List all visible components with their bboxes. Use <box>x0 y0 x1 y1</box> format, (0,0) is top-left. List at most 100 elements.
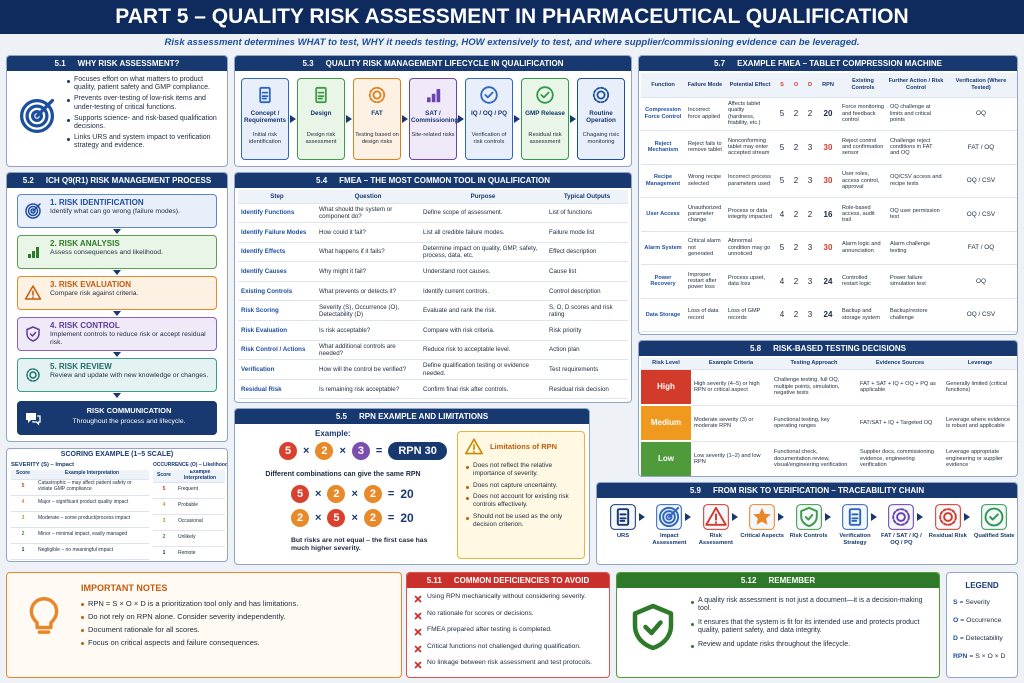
bullet-text: Do not rely on RPN alone. Consider sever… <box>88 612 286 621</box>
table-row: Power Recovery Improper restart after pow… <box>641 264 1017 299</box>
table-cell: Risk priority <box>546 320 628 341</box>
stage-label: IQ / OQ / PQ <box>470 110 508 117</box>
table-cell: Action plan <box>546 340 628 361</box>
table-cell: FAT / OQ <box>945 130 1017 165</box>
table-cell: 5 <box>153 482 175 499</box>
arrow <box>570 115 576 123</box>
table-cell: Affects tablet quality (hardness, friabi… <box>725 97 775 131</box>
table-cell: Cause list <box>546 261 628 282</box>
operator: = <box>375 445 383 457</box>
table-cell: 1 <box>153 546 175 561</box>
bullet-dot <box>691 622 694 626</box>
icon <box>610 504 636 530</box>
icon-part <box>619 513 627 522</box>
bullet-text: Focus on critical aspects and failure co… <box>88 638 260 647</box>
bullet-dot <box>81 629 84 632</box>
icon <box>25 203 41 219</box>
panel: SCORING EXAMPLE (1–5 SCALE) SEVERITY (S) … <box>6 448 228 562</box>
table-cell: Loss of GMP records <box>725 298 775 332</box>
bullet-item: Do not rely on RPN alone. Consider sever… <box>81 612 393 621</box>
table-cell: OQ / CSV <box>945 164 1017 198</box>
table-cell: What additional controls are needed? <box>316 340 420 361</box>
icon <box>26 413 41 426</box>
icon-part <box>26 413 36 423</box>
icon-part <box>315 86 327 104</box>
chain-step-label: Verification Strategy <box>839 533 871 546</box>
icon <box>632 603 674 651</box>
table-cell: 4 <box>775 298 789 332</box>
panel-header: 5.2 ICH Q9(R1) RISK MANAGEMENT PROCESS <box>7 173 227 188</box>
table-cell: Failure mode list <box>546 222 628 243</box>
icon-part <box>29 371 37 379</box>
arrow <box>346 115 352 123</box>
combos-label: Different combinations can give the same… <box>265 471 421 478</box>
bullet-text: Review and update risks throughout the l… <box>698 640 851 648</box>
bullet-dot <box>81 642 84 645</box>
column-header: Question <box>316 190 420 204</box>
bullet-text: Document rationale for all scores. <box>88 625 200 634</box>
column-header: Evidence Sources <box>857 358 943 370</box>
bullet-text: Prevents over-testing of low-risk items … <box>74 95 206 111</box>
table-cell: Unauthorized parameter change <box>685 197 725 232</box>
stage-text: Initial risk identification <box>248 132 282 145</box>
column-header: Score <box>11 470 35 480</box>
process-step: 1. RISK IDENTIFICATION Identify what can … <box>17 194 217 228</box>
table-cell: 2 <box>803 97 817 131</box>
header-row: Score Example Interpretation <box>153 470 225 483</box>
icon-part <box>27 205 39 217</box>
table-cell: 2 <box>789 130 803 165</box>
icon <box>842 504 868 530</box>
table-cell: 2 <box>789 264 803 299</box>
chain-step-label: Qualified State <box>973 533 1015 539</box>
icon-part <box>431 93 436 103</box>
deficiency-text: FMEA prepared after testing is completed… <box>427 626 552 633</box>
table-cell: 2 <box>11 527 35 544</box>
column-header: Verification (Where Tested) <box>945 73 1017 98</box>
legend-item: D = Detectability <box>953 635 1003 642</box>
bullet-list: Does not reflect the relative importance… <box>466 462 582 529</box>
bullet-item: Focus on critical aspects and failure co… <box>81 638 393 647</box>
legend-term: RPN <box>953 653 968 660</box>
equation: 5 × 2 × 3 = RPN 30 <box>279 442 447 460</box>
table-cell: How could it fail? <box>316 222 420 243</box>
arrow <box>685 513 692 521</box>
table-cell: Major – significant product quality impa… <box>35 495 149 512</box>
column-header: S <box>775 73 789 98</box>
table-cell: Leverage where evidence is robust and ap… <box>943 405 1017 442</box>
table-row: Data Storage Loss of data record Loss of G… <box>641 298 1017 332</box>
bullet-item: Links URS and system impact to verificat… <box>67 134 223 151</box>
arrow <box>290 115 296 123</box>
stage-text: Design risk assessment <box>305 132 337 145</box>
table-cell: 24 <box>817 264 839 299</box>
table-cell: Identify Causes <box>238 261 316 282</box>
icon-part <box>851 513 859 522</box>
section-title: RPN EXAMPLE AND LIMITATIONS <box>358 412 489 421</box>
table-cell: Functional testing, key operating ranges <box>771 405 857 442</box>
icon <box>749 504 776 530</box>
step-title: 5. RISK REVIEW <box>50 362 112 371</box>
score-circle: 2 <box>363 485 382 503</box>
icon-part <box>28 254 31 258</box>
icon-part <box>896 512 907 522</box>
table-row: 2 Unlikely <box>153 530 225 547</box>
table-cell: Risk Scoring <box>238 300 316 322</box>
bullet-item: RPN = S × O × D is a prioritization tool… <box>81 599 393 608</box>
icon <box>414 645 422 652</box>
panel-header: 5.7 EXAMPLE FMEA – TABLET COMPRESSION MAC… <box>639 56 1017 71</box>
table-row: 2 Minor – minimal impact, easily managed <box>11 527 149 544</box>
lifecycle-stage: Concept / Requirements Initial risk ident… <box>241 78 289 160</box>
table-cell: Is risk acceptable? <box>316 320 420 341</box>
icon-part <box>25 203 41 219</box>
table-cell: 2 <box>789 197 803 232</box>
panel-header: 5.4 FMEA – THE MOST COMMON TOOL IN QUALIF… <box>235 173 631 188</box>
bullet-item: Does not capture uncertainty. <box>466 482 582 490</box>
table-cell: Force monitoring and feedback control <box>839 97 887 131</box>
table-cell: 1 <box>11 543 35 560</box>
table-row: 3 Occasional <box>153 514 225 531</box>
icon-part <box>19 98 55 134</box>
table-row: Low Low severity (1–2) and low RPN Functio… <box>641 441 1017 476</box>
table-row: 4 Probable <box>153 498 225 515</box>
table-cell: 3 <box>153 514 175 531</box>
arrow <box>113 352 121 357</box>
table-cell: Reject fails to remove tablet <box>685 130 725 165</box>
